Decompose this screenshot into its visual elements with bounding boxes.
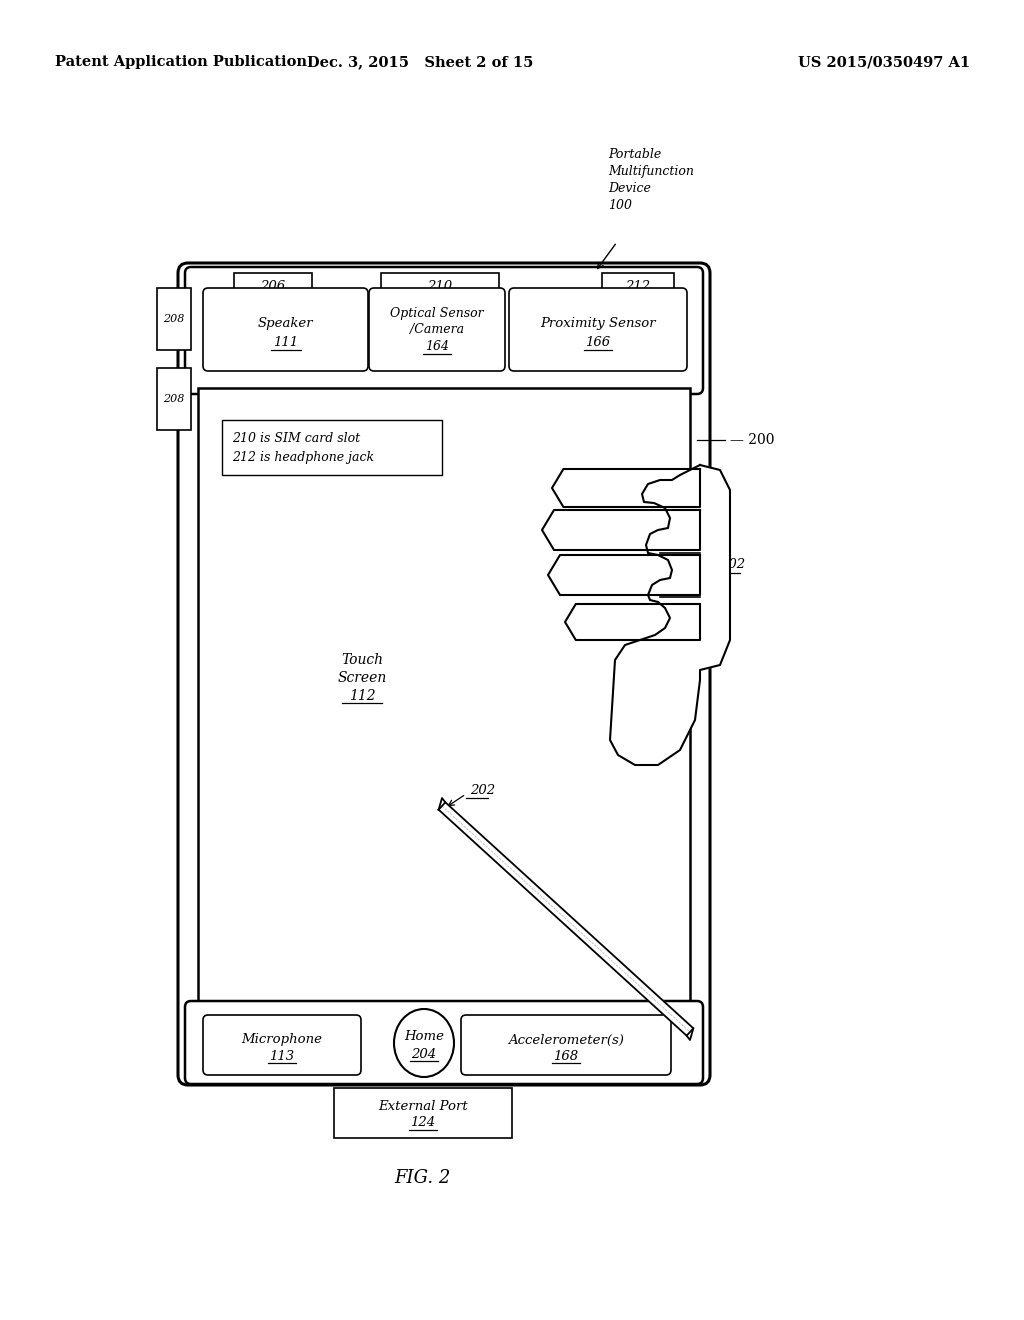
Text: — 200: — 200 (730, 433, 774, 447)
Bar (234, 273, 312, 300)
Text: Microphone: Microphone (242, 1034, 323, 1047)
Bar (157, 288, 191, 350)
Text: Portable
Multifunction
Device
100: Portable Multifunction Device 100 (608, 148, 694, 213)
Text: 164: 164 (425, 341, 449, 354)
Text: 204: 204 (412, 1048, 436, 1060)
Ellipse shape (394, 1008, 454, 1077)
Text: Speaker: Speaker (258, 317, 313, 330)
Text: /Camera: /Camera (410, 323, 464, 337)
Bar (602, 273, 674, 300)
Bar (157, 368, 191, 430)
FancyBboxPatch shape (178, 263, 710, 1085)
Text: 212: 212 (626, 280, 650, 293)
FancyBboxPatch shape (203, 1015, 361, 1074)
FancyBboxPatch shape (509, 288, 687, 371)
Text: Patent Application Publication: Patent Application Publication (55, 55, 307, 69)
Text: Home: Home (404, 1031, 444, 1044)
Text: US 2015/0350497 A1: US 2015/0350497 A1 (798, 55, 970, 69)
Text: 166: 166 (586, 337, 610, 350)
Text: Dec. 3, 2015   Sheet 2 of 15: Dec. 3, 2015 Sheet 2 of 15 (307, 55, 534, 69)
Text: 208: 208 (163, 314, 184, 323)
Polygon shape (542, 510, 700, 550)
Text: 212 is headphone jack: 212 is headphone jack (232, 451, 374, 465)
Polygon shape (438, 803, 693, 1036)
Text: 206: 206 (260, 280, 286, 293)
Text: Optical Sensor: Optical Sensor (390, 306, 483, 319)
Text: Touch: Touch (341, 653, 383, 667)
FancyBboxPatch shape (203, 288, 368, 371)
Bar (334, 1088, 512, 1138)
Text: 112: 112 (349, 689, 376, 704)
Text: 113: 113 (269, 1051, 295, 1064)
Text: 202: 202 (720, 558, 745, 572)
Text: 168: 168 (553, 1051, 579, 1064)
Text: Screen: Screen (337, 671, 387, 685)
Text: 210: 210 (427, 280, 453, 293)
Text: 111: 111 (273, 337, 298, 350)
Polygon shape (552, 469, 700, 507)
Text: Proximity Sensor: Proximity Sensor (541, 317, 655, 330)
Polygon shape (610, 465, 730, 766)
Text: 124: 124 (411, 1117, 435, 1130)
Bar (198, 388, 690, 1007)
FancyBboxPatch shape (185, 1001, 703, 1084)
Text: Accelerometer(s): Accelerometer(s) (508, 1034, 624, 1047)
FancyBboxPatch shape (185, 267, 703, 393)
Text: 210 is SIM card slot: 210 is SIM card slot (232, 432, 360, 445)
Text: FIG. 2: FIG. 2 (394, 1170, 451, 1187)
Polygon shape (565, 605, 700, 640)
Polygon shape (548, 554, 700, 595)
Bar (381, 273, 499, 300)
Bar (222, 420, 442, 475)
Text: External Port: External Port (378, 1100, 468, 1113)
Text: 202: 202 (470, 784, 496, 796)
Text: 208: 208 (163, 393, 184, 404)
FancyBboxPatch shape (461, 1015, 671, 1074)
FancyBboxPatch shape (369, 288, 505, 371)
